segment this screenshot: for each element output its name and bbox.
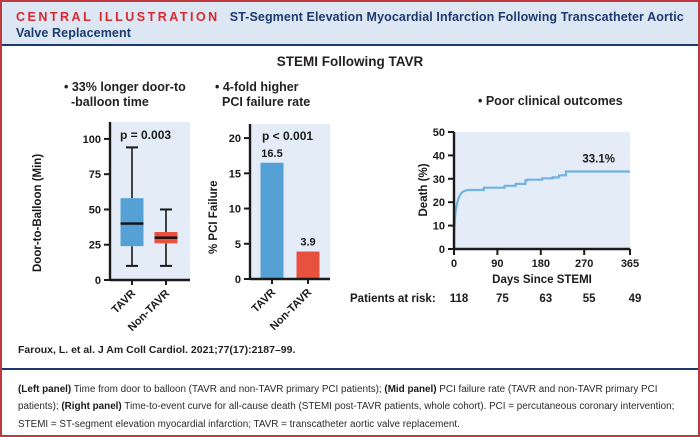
at-risk-value: 63	[539, 293, 552, 305]
y-tick-label: 25	[89, 240, 101, 252]
x-tick-label: 0	[451, 258, 457, 270]
y-tick-label: 15	[229, 168, 241, 180]
at-risk-value: 49	[629, 293, 642, 305]
boxplot-door-to-balloon: 0 25 50 75 100 TAVR Non-TAVR p = 0.003 Door-to-B…	[27, 110, 197, 338]
y-axis-title: Death (%)	[418, 163, 430, 216]
bar-value-label: 3.9	[300, 237, 315, 249]
bullet-pci-line1: • 4-fold higher	[215, 80, 299, 94]
bullet-pci-failure: • 4-fold higher PCI failure rate	[215, 80, 310, 110]
death-curve	[452, 170, 630, 250]
x-category-label: TAVR	[250, 287, 279, 316]
y-axis-title: Door-to-Balloon (Min)	[32, 154, 44, 272]
caption-bold-segment: (Mid panel)	[384, 384, 437, 395]
y-tick-label: 30	[433, 174, 445, 186]
y-tick-label: 40	[433, 150, 445, 162]
box-TAVR	[120, 198, 144, 247]
at-risk-value: 118	[450, 293, 469, 305]
y-tick-label: 0	[439, 244, 445, 256]
barchart-pci-failure: 16.5 3.9 0 5 10 15 20 TAVR Non-TAVR p < 0.001% PC…	[200, 110, 352, 338]
y-tick-label: 75	[89, 169, 101, 181]
y-tick-label: 0	[235, 274, 241, 286]
x-category-label: TAVR	[110, 288, 139, 317]
bullet-door-to-balloon: • 33% longer door-to -balloon time	[64, 80, 186, 110]
citation: Faroux, L. et al. J Am Coll Cardiol. 202…	[18, 344, 296, 356]
curve-svg: 0 10 20 30 40 50 0 90 180 270 365 Days Since STEMI D…	[350, 127, 642, 305]
y-tick-label: 20	[433, 197, 445, 209]
at-risk-value: 75	[496, 293, 509, 305]
y-axis-title: % PCI Failure	[208, 181, 220, 255]
y-tick-label: 20	[229, 133, 241, 145]
x-tick-label: 90	[491, 258, 503, 270]
bar-value-label: 16.5	[261, 148, 282, 160]
chart-title: STEMI Following TAVR	[276, 54, 424, 69]
p-value-label: p = 0.003	[120, 128, 171, 142]
caption-text-segment: Time from door to balloon (TAVR and non-…	[71, 384, 385, 395]
at-risk-value: 55	[583, 293, 596, 305]
survival-curve-death: 0 10 20 30 40 50 0 90 180 270 365 Days Since STEMI D…	[332, 97, 677, 317]
y-tick-label: 50	[433, 127, 445, 139]
bullet-door-line2: -balloon time	[71, 95, 149, 109]
x-tick-label: 180	[532, 258, 550, 270]
figure-title: ST-Segment Elevation Myocardial Infarcti…	[16, 10, 684, 41]
at-risk-label: Patients at risk:	[350, 293, 436, 305]
y-tick-label: 5	[235, 239, 241, 251]
y-tick-label: 0	[95, 275, 101, 287]
figure-caption: (Left panel) Time from door to balloon (…	[2, 368, 698, 435]
bar-TAVR	[260, 162, 284, 279]
bullet-pci-line2: PCI failure rate	[222, 95, 311, 109]
caption-bold-segment: (Left panel)	[18, 384, 72, 395]
figure-header: CENTRAL ILLUSTRATION ST-Segment Elevation…	[2, 2, 698, 46]
p-value-label: p < 0.001	[262, 129, 313, 143]
y-tick-label: 10	[229, 204, 241, 216]
x-tick-label: 365	[621, 258, 639, 270]
bar-Non-TAVR	[296, 251, 320, 279]
y-tick-label: 50	[89, 204, 101, 216]
figure-eyebrow-label: CENTRAL ILLUSTRATION	[16, 10, 220, 24]
bullet-door-line1: • 33% longer door-to	[64, 80, 186, 94]
x-tick-label: 270	[575, 258, 593, 270]
caption-text-segment: PCI failure rate (TAVR and non-TAVR prim…	[18, 384, 658, 413]
caption-bold-segment: (Right panel)	[61, 401, 122, 413]
x-axis-title: Days Since STEMI	[492, 274, 592, 286]
caption-text-segment: Time-to-event curve for all-cause death …	[18, 401, 675, 430]
figure-body: STEMI Following TAVR • 33% longer door-t…	[2, 46, 698, 368]
bullet-outcomes: • Poor clinical outcomes	[478, 94, 623, 108]
curve-annotation: 33.1%	[582, 154, 615, 166]
y-tick-label: 10	[433, 221, 445, 233]
y-tick-label: 100	[83, 134, 101, 146]
